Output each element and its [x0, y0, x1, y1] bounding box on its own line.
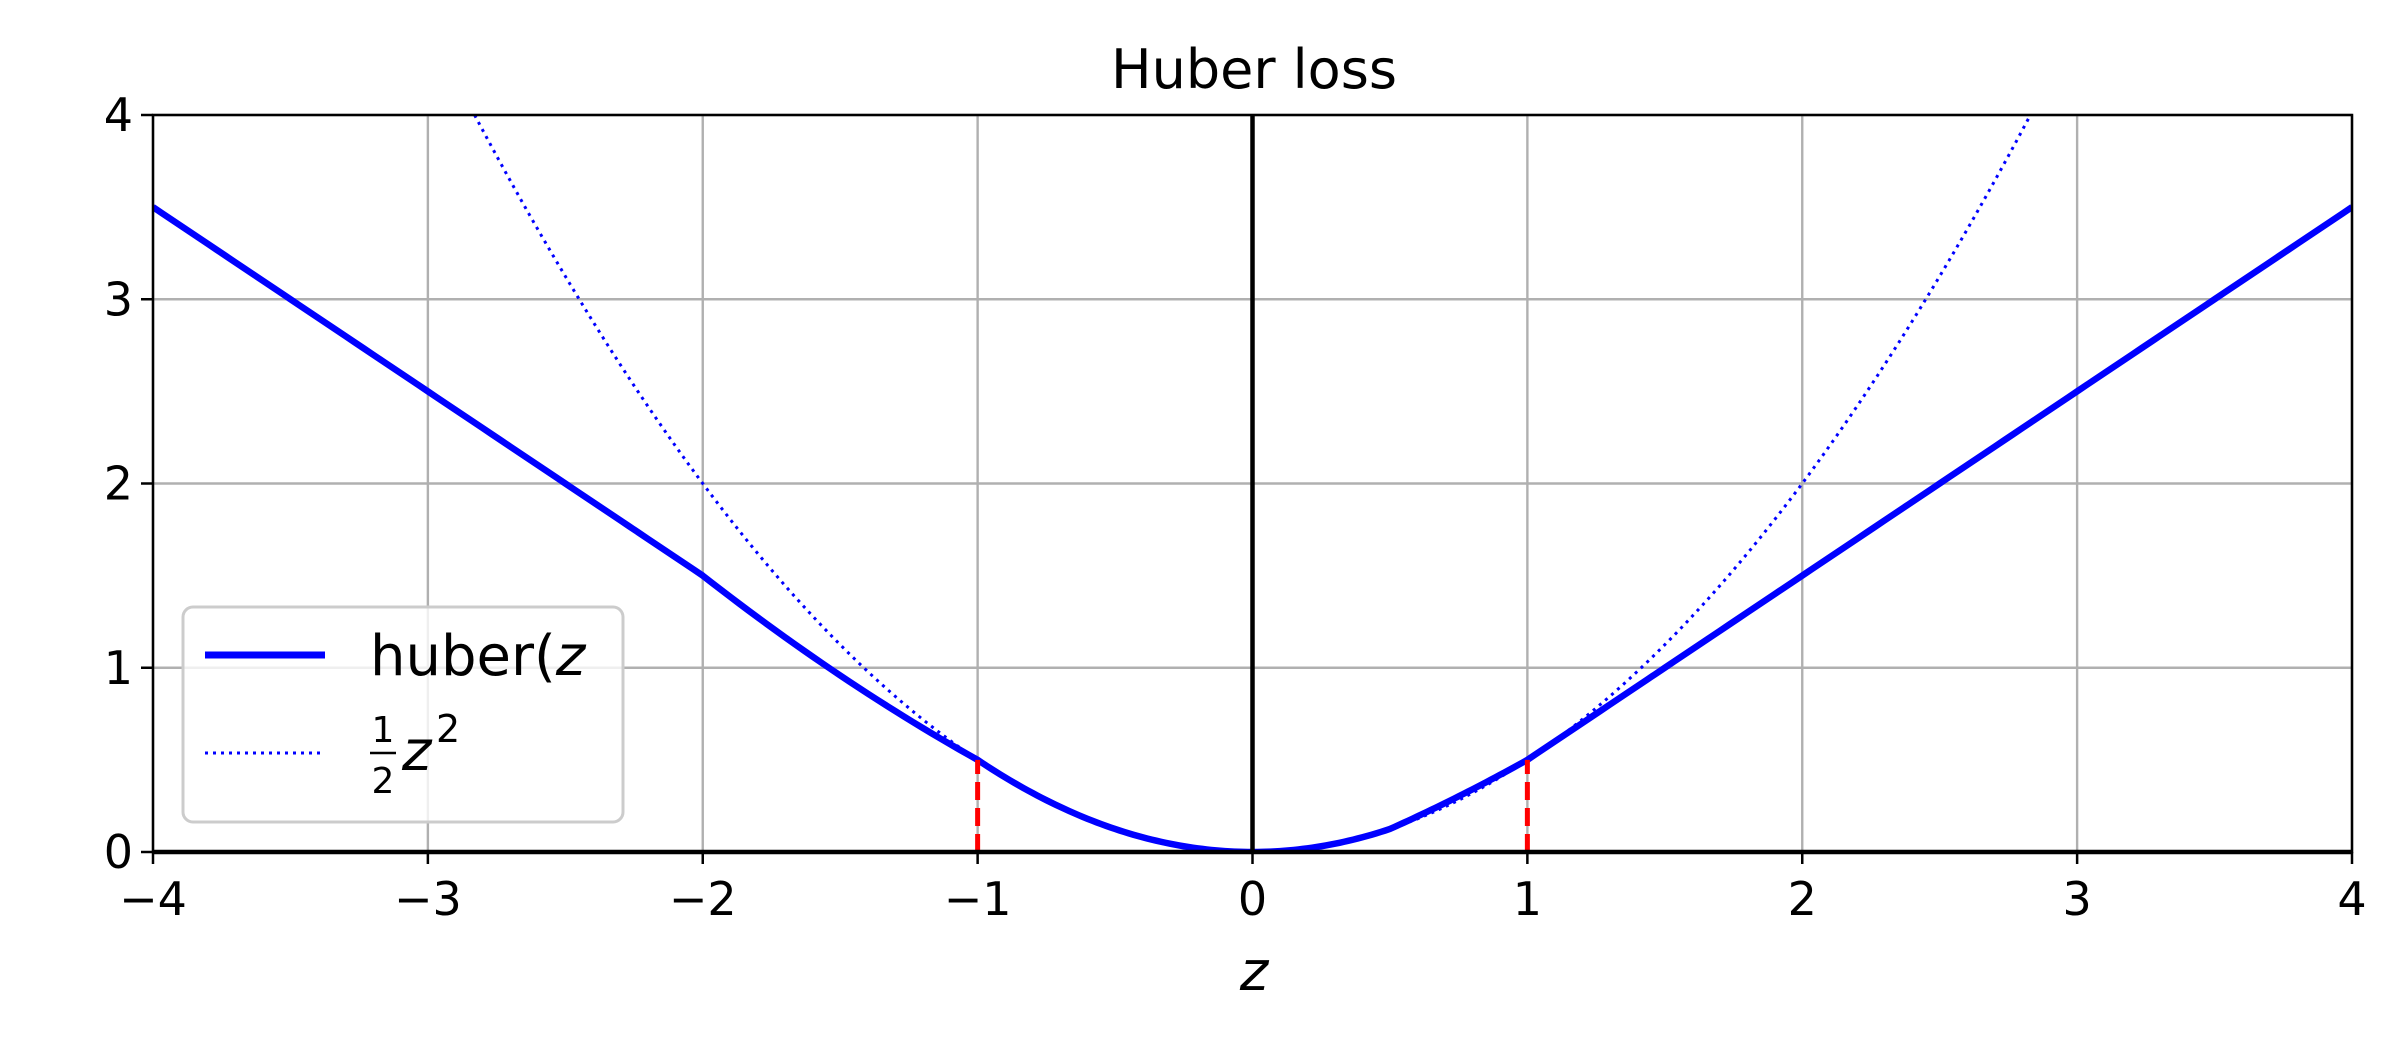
series-line-0: [153, 204, 2352, 852]
x-tick-label-1: −3: [394, 872, 462, 926]
x-tick-label-4: 0: [1238, 872, 1267, 926]
series-line-1: [473, 115, 2032, 852]
legend-frac-numerator: 1: [372, 710, 395, 751]
x-tick-label-0: −4: [119, 872, 187, 926]
legend-huber-prefix: huber(: [370, 624, 556, 689]
x-tick-label-7: 3: [2062, 872, 2091, 926]
y-tick-label-2: 2: [104, 457, 133, 511]
x-tick-label-8: 4: [2337, 872, 2366, 926]
legend-huber-var: z: [555, 624, 587, 689]
legend-frac-denominator: 2: [372, 761, 395, 802]
y-tick-label-3: 3: [104, 272, 133, 326]
x-tick-label-2: −2: [669, 872, 737, 926]
legend-label-square: 1 2 z 2: [370, 707, 460, 802]
x-axis-label: z: [1239, 940, 1270, 1003]
x-tick-label-3: −1: [944, 872, 1012, 926]
y-tick-label-1: 1: [104, 641, 133, 695]
chart-title: Huber loss: [1111, 38, 1397, 101]
legend-box: [181, 605, 625, 824]
legend-square-var: z: [401, 719, 433, 784]
legend: huber(z 1 2 z 2: [181, 605, 625, 824]
y-tick-label-0: 0: [104, 825, 133, 879]
x-tick-label-6: 2: [1788, 872, 1817, 926]
y-tick-label-4: 4: [104, 88, 133, 142]
legend-label-huber: huber(z: [370, 624, 587, 689]
plot-lines: [153, 115, 2352, 852]
x-tick-label-5: 1: [1513, 872, 1542, 926]
legend-square-exponent: 2: [436, 707, 460, 751]
